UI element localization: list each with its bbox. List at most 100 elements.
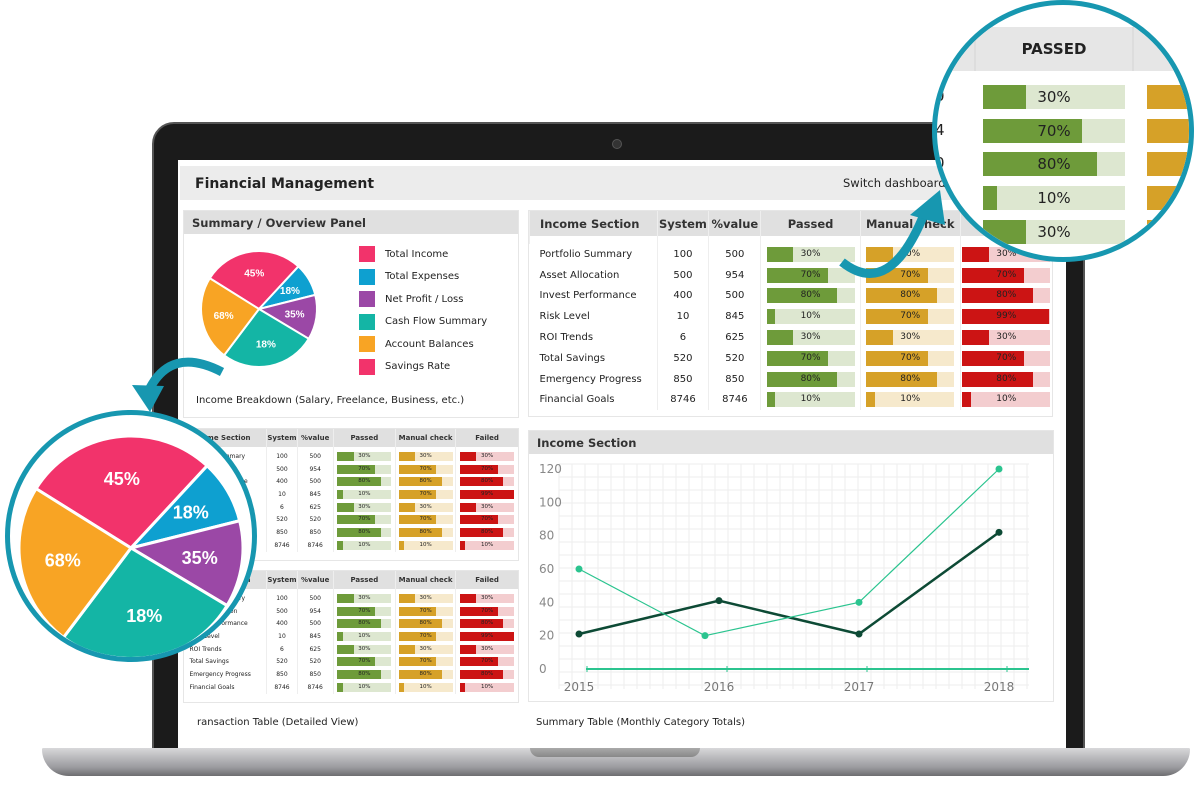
column-header[interactable]: System [266,571,298,589]
pie-slice [127,518,245,608]
passed-progress-bar: 30% [983,85,1125,109]
switch-dashboard-button[interactable]: Switch dashboard [843,176,946,190]
passed-progress-bar: 80% [337,527,392,537]
data-point [995,465,1003,473]
passed-progress-bar: 30% [337,451,392,461]
row-value: 500 [296,475,334,489]
row-name: Emergency Progress [539,373,642,385]
row-system: 400 [266,475,298,489]
column-header[interactable]: %value [708,211,761,236]
passed-progress-bar: 30% [983,219,1125,244]
magnifier-header: PASSED [974,27,1134,71]
failed-progress-bar: 70% [460,515,515,525]
pie-slice-label: 18% [126,606,162,626]
column-header[interactable]: Failed [455,429,518,447]
manual-progress-bar: 80% [866,288,955,304]
row-system: 500 [656,264,709,286]
column-header[interactable]: %value [296,429,334,447]
pie-slice [222,307,311,368]
passed-progress-bar: 10% [766,392,855,408]
pie-slice-label: 35% [182,548,218,568]
failed-progress-bar: 70% [460,464,515,474]
failed-progress-bar: 99% [460,489,515,499]
magnified-row: 4 70% [937,118,1189,143]
column-header[interactable]: Passed [760,211,861,236]
passed-progress-bar: 70% [337,657,392,667]
data-point [855,598,863,606]
failed-progress-bar: 30% [460,593,515,603]
data-point [995,528,1003,536]
column-header[interactable]: %value [296,571,334,589]
row-name: ROI Trends [539,332,594,344]
legend-label: Savings Rate [385,361,451,373]
arrow-to-passed-magnifier [839,210,930,278]
row-system: 10 [656,306,709,328]
column-header[interactable]: System [266,429,298,447]
failed-progress-bar: 80% [460,619,515,629]
summary-panel: Summary / Overview Panel 45% 18% 35% 18% 68%… [183,210,519,418]
transaction-table-caption: ransaction Table (Detailed View) [197,717,359,728]
data-point [701,632,709,640]
manual-progress-bar: 80% [398,669,453,679]
failed-progress-bar: 99% [962,309,1051,325]
y-tick-label: 0 [539,662,547,676]
legend-label: Cash Flow Summary [385,316,488,328]
row-system: 520 [266,513,298,527]
failed-progress-bar: 80% [460,669,515,679]
row-name: Portfolio Summary [539,248,633,260]
row-value: 8746 [296,538,334,552]
row-system: 520 [656,347,709,369]
passed-progress-bar: 10% [337,631,392,641]
column-header[interactable]: Income Section [529,211,658,236]
manual-progress-bar: 10% [866,392,955,408]
legend-item: Net Profit / Loss [359,288,487,311]
arrowhead-icon [132,385,164,412]
x-tick-label: 2016 [704,680,735,694]
column-header[interactable]: Manual check [394,571,456,589]
legend-label: Net Profit / Loss [385,293,464,305]
arrow-to-pie-magnifier [143,357,225,395]
failed-progress-bar: 70% [460,657,515,667]
passed-progress-bar: 80% [766,371,855,387]
column-header[interactable]: Passed [332,429,396,447]
legend-swatch [359,291,375,308]
x-tick-label: 2018 [984,680,1015,694]
column-header[interactable]: Manual check [394,429,456,447]
row-name: Risk Level [539,311,590,323]
row-system: 6 [266,500,298,514]
column-header[interactable]: System [656,211,709,236]
column-header[interactable]: Failed [455,571,518,589]
row-system: 100 [266,450,298,463]
legend-item: Savings Rate [359,356,487,379]
manual-progress-bar: 30% [866,246,955,262]
passed-progress-bar: 70% [337,464,392,474]
manual-progress-bar: 10% [398,540,453,550]
column-header[interactable]: Passed [332,571,396,589]
app-title: Financial Management [195,176,375,192]
y-tick-label: 40 [539,595,554,609]
legend-swatch [359,358,375,375]
passed-progress-bar: 80% [983,152,1125,177]
passed-progress-bar: 80% [766,288,855,304]
summary-panel-title: Summary / Overview Panel [184,211,518,234]
passed-progress-bar: 70% [766,267,855,283]
row-system: 8746 [266,538,298,552]
